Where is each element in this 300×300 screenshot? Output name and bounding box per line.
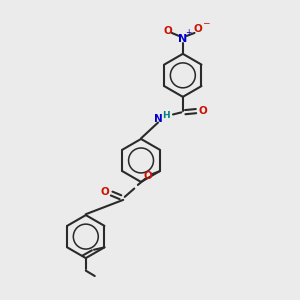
Text: −: − — [202, 19, 210, 28]
Text: N: N — [154, 114, 162, 124]
Text: O: O — [194, 24, 203, 34]
Text: O: O — [100, 187, 109, 196]
Text: O: O — [198, 106, 207, 116]
Text: H: H — [163, 111, 170, 120]
Text: N: N — [178, 34, 188, 44]
Text: O: O — [164, 26, 172, 36]
Text: +: + — [185, 28, 191, 37]
Text: O: O — [144, 171, 153, 181]
